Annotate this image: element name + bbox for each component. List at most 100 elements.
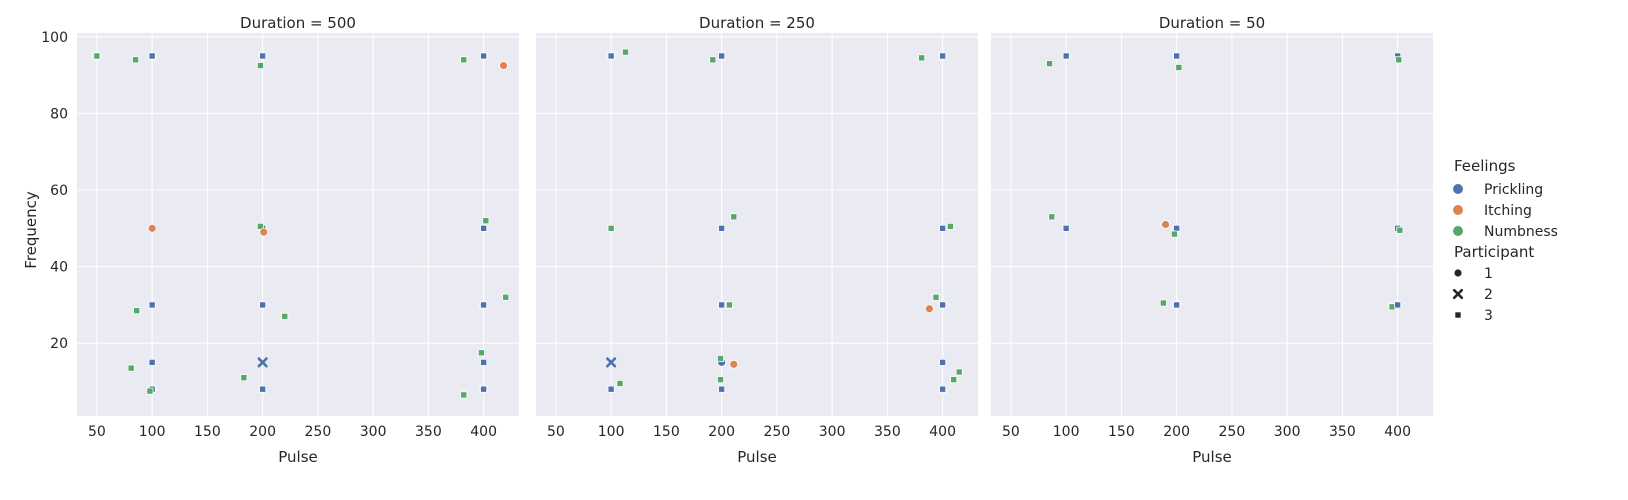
data-point bbox=[939, 385, 947, 393]
data-point bbox=[1396, 226, 1404, 234]
x-tick-label: 200 bbox=[1163, 424, 1190, 440]
x-tick-label: 50 bbox=[1002, 424, 1020, 440]
legend-marker-participant-3 bbox=[1454, 311, 1462, 319]
panel-title: Duration = 250 bbox=[699, 14, 815, 32]
data-point bbox=[622, 48, 630, 56]
x-tick-label: 50 bbox=[88, 424, 106, 440]
data-point bbox=[259, 301, 267, 309]
x-tick-label: 300 bbox=[819, 424, 846, 440]
legend-marker-prickling bbox=[1453, 184, 1463, 194]
data-point bbox=[607, 224, 615, 232]
data-point bbox=[939, 52, 947, 60]
data-point bbox=[718, 224, 726, 232]
data-point bbox=[133, 307, 141, 315]
y-tick-label: 100 bbox=[41, 30, 68, 46]
data-point bbox=[725, 301, 733, 309]
x-tick-label: 100 bbox=[139, 424, 166, 440]
data-point bbox=[502, 293, 510, 301]
legend-label: 3 bbox=[1484, 308, 1493, 324]
data-point bbox=[1394, 301, 1402, 309]
legend-label: 2 bbox=[1484, 287, 1493, 303]
legend-marker-itching bbox=[1453, 205, 1463, 215]
panel-background bbox=[536, 33, 978, 416]
data-point bbox=[718, 301, 726, 309]
data-point bbox=[148, 358, 156, 366]
x-tick-label: 350 bbox=[1329, 424, 1356, 440]
data-point bbox=[477, 349, 485, 357]
legend-label: 1 bbox=[1484, 266, 1493, 282]
legend-marker-numbness bbox=[1453, 226, 1463, 236]
data-point bbox=[709, 56, 717, 64]
data-point bbox=[281, 312, 289, 320]
x-tick-label: 250 bbox=[305, 424, 332, 440]
data-point bbox=[1062, 52, 1070, 60]
data-point bbox=[499, 61, 508, 70]
data-point bbox=[257, 357, 268, 368]
data-point bbox=[146, 387, 154, 395]
x-tick-label: 100 bbox=[598, 424, 625, 440]
y-tick-label: 80 bbox=[50, 106, 68, 122]
data-point bbox=[1161, 220, 1170, 229]
data-point bbox=[148, 52, 156, 60]
data-point bbox=[718, 385, 726, 393]
data-point bbox=[729, 359, 739, 369]
panel-background bbox=[77, 33, 519, 416]
data-point bbox=[939, 224, 947, 232]
y-axis-label: Frequency bbox=[22, 191, 40, 269]
data-point bbox=[256, 62, 264, 70]
data-point bbox=[932, 293, 940, 301]
x-tick-label: 150 bbox=[194, 424, 221, 440]
data-point bbox=[1046, 60, 1054, 68]
data-point bbox=[606, 357, 617, 368]
data-point bbox=[259, 227, 269, 237]
data-point bbox=[1062, 224, 1070, 232]
data-point bbox=[480, 301, 488, 309]
data-point bbox=[460, 56, 468, 64]
legend-title-feelings: Feelings bbox=[1454, 157, 1516, 175]
legend-marker-participant-1 bbox=[1453, 268, 1463, 278]
data-point bbox=[717, 376, 725, 384]
data-point bbox=[946, 222, 954, 230]
x-tick-label: 350 bbox=[415, 424, 442, 440]
x-axis-label: Pulse bbox=[737, 448, 777, 466]
data-point bbox=[1173, 301, 1181, 309]
data-point bbox=[607, 385, 615, 393]
panel-background bbox=[991, 33, 1433, 416]
data-point bbox=[480, 52, 488, 60]
x-axis-label: Pulse bbox=[1192, 448, 1232, 466]
data-point bbox=[482, 217, 490, 225]
data-point bbox=[950, 376, 958, 384]
data-point bbox=[240, 374, 248, 382]
data-point bbox=[955, 368, 963, 376]
data-point bbox=[1175, 63, 1183, 71]
x-tick-label: 150 bbox=[1108, 424, 1135, 440]
data-point bbox=[1395, 56, 1403, 64]
data-point bbox=[1173, 52, 1181, 60]
data-point bbox=[259, 385, 267, 393]
x-tick-label: 300 bbox=[360, 424, 387, 440]
data-point bbox=[1159, 299, 1167, 307]
y-tick-label: 60 bbox=[50, 183, 68, 199]
panel-title: Duration = 50 bbox=[1159, 14, 1265, 32]
data-point bbox=[93, 52, 101, 60]
panel-title: Duration = 500 bbox=[240, 14, 356, 32]
data-point bbox=[147, 223, 157, 233]
data-point bbox=[717, 355, 725, 363]
data-point bbox=[148, 301, 156, 309]
legend-marker-participant-2 bbox=[1452, 288, 1464, 300]
legend-label: Prickling bbox=[1484, 182, 1543, 198]
data-point bbox=[480, 358, 488, 366]
x-tick-label: 200 bbox=[249, 424, 276, 440]
x-tick-label: 400 bbox=[470, 424, 497, 440]
legend-title-participant: Participant bbox=[1454, 243, 1534, 261]
x-tick-label: 350 bbox=[874, 424, 901, 440]
data-point bbox=[939, 358, 947, 366]
data-point bbox=[939, 301, 947, 309]
data-point bbox=[1170, 230, 1178, 238]
data-point bbox=[480, 385, 488, 393]
data-point bbox=[259, 52, 267, 60]
data-point bbox=[607, 52, 615, 60]
data-point bbox=[718, 52, 726, 60]
data-point bbox=[1173, 224, 1181, 232]
